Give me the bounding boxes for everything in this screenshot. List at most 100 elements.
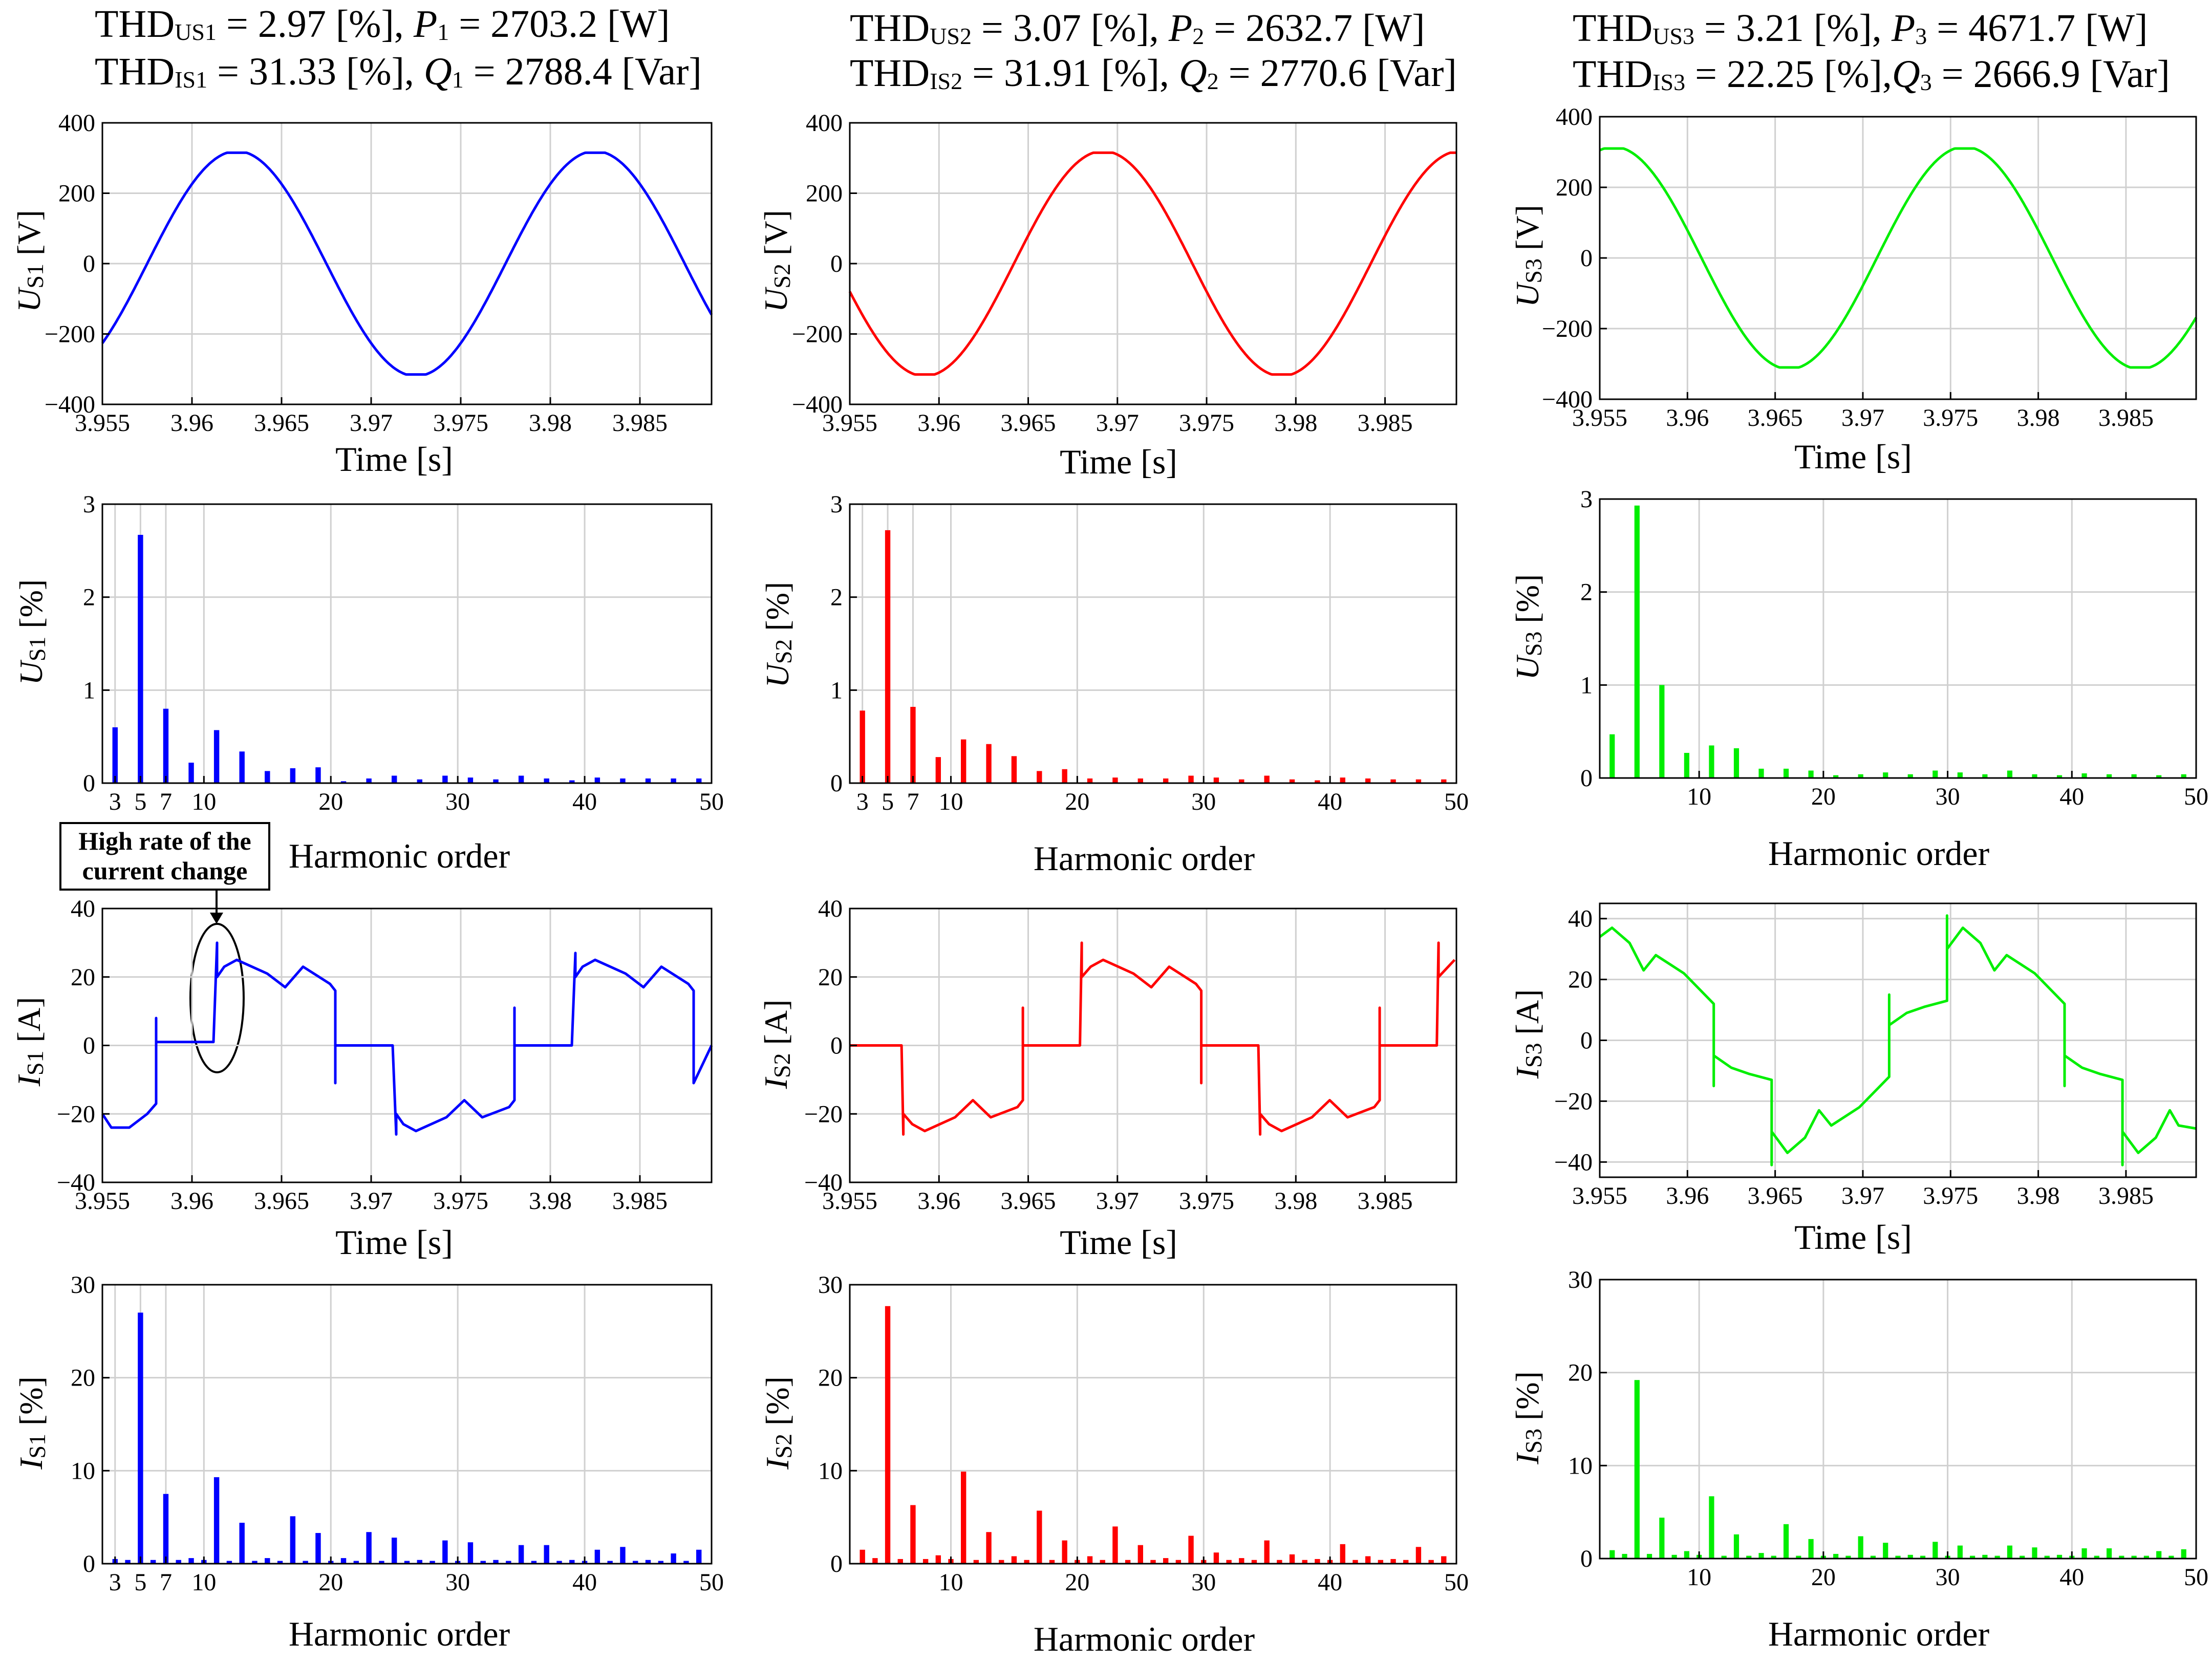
x-tick-label: 40	[2059, 1564, 2084, 1591]
bar-h25	[392, 775, 397, 783]
bar-h31	[1213, 1552, 1219, 1564]
bar-h18	[303, 1561, 308, 1564]
bar-h47	[2156, 775, 2162, 778]
bar-h13	[986, 744, 992, 783]
bar-h28	[429, 1561, 435, 1564]
bar-h5	[1634, 505, 1640, 778]
bar-h27	[1163, 778, 1169, 783]
bar-h35	[1264, 1540, 1270, 1564]
y-tick-label: 400	[806, 110, 843, 137]
bar-h15	[1011, 756, 1017, 783]
bar-h11	[213, 1477, 220, 1564]
bar-h7	[163, 1494, 169, 1564]
x-tick-label: 3.96	[917, 1187, 960, 1215]
x-tick-label: 3.96	[1666, 1182, 1709, 1209]
y-tick-label: −20	[1554, 1088, 1593, 1115]
x-tick-label: 40	[2059, 783, 2084, 810]
bar-h32	[1970, 1555, 1975, 1559]
bar-h29	[1188, 775, 1194, 783]
bar-h45	[1390, 1559, 1396, 1564]
x-tick-label: 3.98	[529, 409, 572, 437]
panel-u3: 3.955 3.96 3.965 3.97 3.975 3.98 3.985 −400 −200…	[1542, 103, 2198, 431]
x-tick-label: 10	[939, 1569, 963, 1596]
bar-h19	[1062, 1540, 1067, 1564]
bar-h39	[569, 780, 575, 783]
header-line1: THDUS1 = 2.97 [%], P1 = 2703.2 [W]	[95, 3, 670, 46]
y-tick-label: −400	[792, 391, 843, 418]
bar-h22	[1100, 1560, 1105, 1564]
x-tick-label: 3.97	[1096, 409, 1139, 437]
bar-h24	[379, 1561, 384, 1564]
x-tick-label: 3.975	[1179, 409, 1234, 437]
bar-h14	[1746, 1555, 1752, 1559]
x-tick-label: 3.955	[75, 409, 130, 437]
bar-h29	[442, 1540, 448, 1564]
bar-h47	[671, 1553, 676, 1564]
x-tick-label: 20	[1065, 1569, 1089, 1596]
x-tick-label: 3.955	[1572, 1182, 1627, 1209]
bar-h9	[188, 763, 194, 783]
bar-h43	[1365, 778, 1371, 783]
x-tick-label: 3.985	[1358, 1187, 1413, 1215]
bar-h14	[999, 1560, 1004, 1564]
bar-h19	[1808, 1539, 1814, 1559]
xlabel-u2: Time [s]	[1060, 442, 1177, 481]
x-tick-label: 3.97	[350, 1187, 393, 1215]
y-tick-label: 3	[1580, 486, 1593, 513]
bar-h4	[872, 1558, 878, 1564]
annotation-line1: High rate of the	[78, 827, 251, 855]
ylabel-uh1: US1 [%]	[13, 579, 50, 685]
header-line1: THDUS2 = 3.07 [%], P2 = 2632.7 [W]	[850, 7, 1425, 50]
x-tick-label: 40	[572, 1569, 597, 1596]
y-tick-label: 200	[58, 180, 95, 207]
x-tick-label: 3	[109, 1569, 121, 1596]
bar-h17	[1783, 768, 1789, 778]
bar-h33	[1239, 1558, 1244, 1564]
xlabel-u1: Time [s]	[335, 440, 453, 479]
x-labels: Time [s] Time [s] Time [s] Harmonic orde…	[289, 437, 1990, 1658]
bar-h35	[2007, 770, 2013, 778]
bar-h49	[2181, 1549, 2186, 1559]
bar-h41	[1340, 1544, 1345, 1564]
bar-h6	[1646, 1553, 1652, 1559]
y-tick-label: 0	[1580, 1027, 1593, 1054]
x-tick-label: 3.955	[75, 1187, 130, 1215]
series-line	[101, 151, 713, 376]
bar-h7	[1659, 685, 1665, 778]
bar-h31	[467, 777, 474, 783]
x-tick-label: 3.965	[1748, 404, 1803, 431]
axes-frame	[101, 503, 713, 784]
bar-h7	[910, 707, 916, 783]
y-tick-label: −20	[804, 1100, 843, 1128]
bar-h44	[2119, 1555, 2124, 1559]
y-tick-label: 0	[83, 1032, 95, 1060]
x-tick-label: 30	[445, 788, 470, 815]
xlabel-ih3: Harmonic order	[1768, 1614, 1990, 1653]
bar-h47	[1415, 1547, 1422, 1564]
y-tick-label: 400	[58, 110, 95, 137]
xlabel-i3: Time [s]	[1794, 1218, 1912, 1257]
x-tick-label: 20	[1811, 1564, 1836, 1591]
bar-h16	[277, 1561, 283, 1564]
x-tick-label: 20	[318, 1569, 343, 1596]
axes-frame	[849, 503, 1457, 784]
bar-h37	[2032, 774, 2037, 778]
bar-h34	[1994, 1555, 2000, 1559]
bar-h34	[506, 1561, 511, 1564]
bar-h23	[1112, 777, 1118, 783]
bar-h9	[935, 757, 941, 783]
bar-h12	[1721, 1555, 1727, 1559]
bar-h19	[315, 1533, 321, 1564]
axes-frame	[1599, 1279, 2197, 1560]
bar-h26	[1150, 1560, 1156, 1564]
ylabel-i1: IS1 [A]	[11, 997, 48, 1087]
bar-h38	[2044, 1555, 2050, 1559]
bar-h36	[2020, 1555, 2025, 1559]
x-tick-label: 3.97	[1841, 404, 1884, 431]
bar-h37	[1289, 779, 1295, 783]
bar-h29	[1188, 1536, 1194, 1564]
bar-h45	[645, 778, 651, 783]
bar-h45	[645, 1560, 651, 1564]
y-tick-label: 0	[830, 1550, 843, 1577]
y-labels: US1 [V] US2 [V] US3 [V] US1 [%] US2 [%] …	[11, 205, 1547, 1470]
